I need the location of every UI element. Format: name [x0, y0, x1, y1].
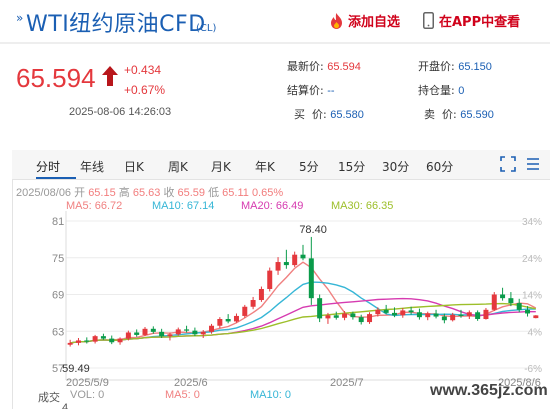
legend-low-label: 低: [208, 187, 220, 199]
up-arrow-icon: [102, 66, 118, 86]
volume-ma10: MA10: 0: [250, 389, 291, 401]
change-percent: +0.67%: [124, 83, 166, 97]
symbol-code: (CL): [196, 23, 217, 34]
stat-open-value: 65.150: [458, 61, 492, 73]
ma5-legend: MA5: 66.72: [66, 200, 123, 212]
tab-15min[interactable]: 15分: [338, 160, 366, 174]
tab-30min[interactable]: 30分: [382, 160, 410, 174]
change-amount: +0.434: [124, 63, 162, 77]
legend-open-label: 开: [74, 187, 86, 199]
phone-icon: [423, 12, 434, 29]
stat-oi-label: 持仓量:: [418, 84, 455, 97]
stat-open-label: 开盘价:: [418, 60, 455, 73]
stat-bid-value: 65.580: [330, 109, 364, 121]
add-watchlist-label: 添加自选: [348, 15, 401, 30]
stat-ask-value: 65.590: [460, 109, 494, 121]
ohlc-legend: 2025/08/06 开 65.15 高 65.63 收 65.59 低 65.…: [16, 184, 283, 200]
legend-close-label: 收: [163, 187, 175, 199]
volume-value: VOL: 0: [70, 389, 105, 401]
legend-high-label: 高: [118, 187, 130, 199]
stat-open-interest: 持仓量: 0: [418, 82, 464, 98]
stat-latest-value: 65.594: [327, 61, 361, 73]
legend-close: 65.59: [177, 187, 206, 199]
volume-label: 成交: [38, 392, 60, 404]
stat-settle-label: 结算价:: [287, 84, 324, 97]
legend-low: 65.11: [222, 187, 249, 199]
page-header: » WTI纽约原油CFD (CL) 添加自选 在APP中查看: [0, 0, 550, 44]
active-tab-indicator: [36, 177, 76, 179]
view-in-app-button[interactable]: 在APP中查看: [423, 11, 520, 30]
tab-60min[interactable]: 60分: [426, 160, 454, 174]
stat-ask-label: 卖 价:: [424, 108, 457, 121]
expand-icon[interactable]: [500, 156, 516, 172]
period-tabs: 分时 年线 日K 周K 月K 年K 5分 15分 30分 60分: [12, 150, 550, 180]
price-change: +0.434 +0.67%: [124, 60, 165, 100]
quote-timestamp: 2025-08-06 14:26:03: [69, 106, 172, 118]
stat-latest: 最新价: 65.594: [287, 58, 361, 74]
tab-daily-k[interactable]: 日K: [124, 160, 144, 174]
stat-latest-label: 最新价:: [287, 60, 324, 73]
legend-open: 65.15: [88, 187, 116, 199]
stat-settle-value: --: [327, 85, 335, 97]
tab-yearly-k[interactable]: 年K: [255, 160, 275, 174]
chevron-icon[interactable]: »: [16, 11, 24, 25]
legend-pct: 0.65%: [251, 187, 284, 199]
tab-monthly-k[interactable]: 月K: [211, 160, 231, 174]
tab-intraday[interactable]: 分时: [36, 160, 61, 174]
stat-oi-value: 0: [458, 85, 465, 97]
add-watchlist-button[interactable]: 添加自选: [330, 11, 400, 30]
watermark: www.365jz.com: [430, 382, 548, 399]
view-in-app-label: 在APP中查看: [439, 15, 521, 30]
legend-high: 65.63: [132, 187, 161, 199]
volume-ma5: MA5: 0: [165, 389, 200, 401]
ma30-legend: MA30: 66.35: [331, 200, 394, 212]
ma10-legend: MA10: 67.14: [152, 200, 215, 212]
menu-icon[interactable]: [526, 157, 540, 171]
stat-open: 开盘价: 65.150: [418, 58, 492, 74]
ma20-legend: MA20: 66.49: [241, 200, 304, 212]
stat-settle: 结算价: --: [287, 82, 335, 98]
tab-5min[interactable]: 5分: [299, 160, 319, 174]
flame-icon: [331, 12, 342, 29]
stat-bid: 买 价: 65.580: [294, 106, 364, 122]
stat-ask: 卖 价: 65.590: [424, 106, 494, 122]
page-title: WTI纽约原油CFD: [26, 12, 206, 37]
stat-bid-label: 买 价:: [294, 108, 327, 121]
tab-weekly-k[interactable]: 周K: [168, 160, 188, 174]
legend-date: 2025/08/06: [16, 187, 72, 199]
volume-axis-tick: 4: [62, 402, 69, 409]
tab-yearline[interactable]: 年线: [80, 160, 105, 174]
current-price: 65.594: [16, 63, 96, 93]
